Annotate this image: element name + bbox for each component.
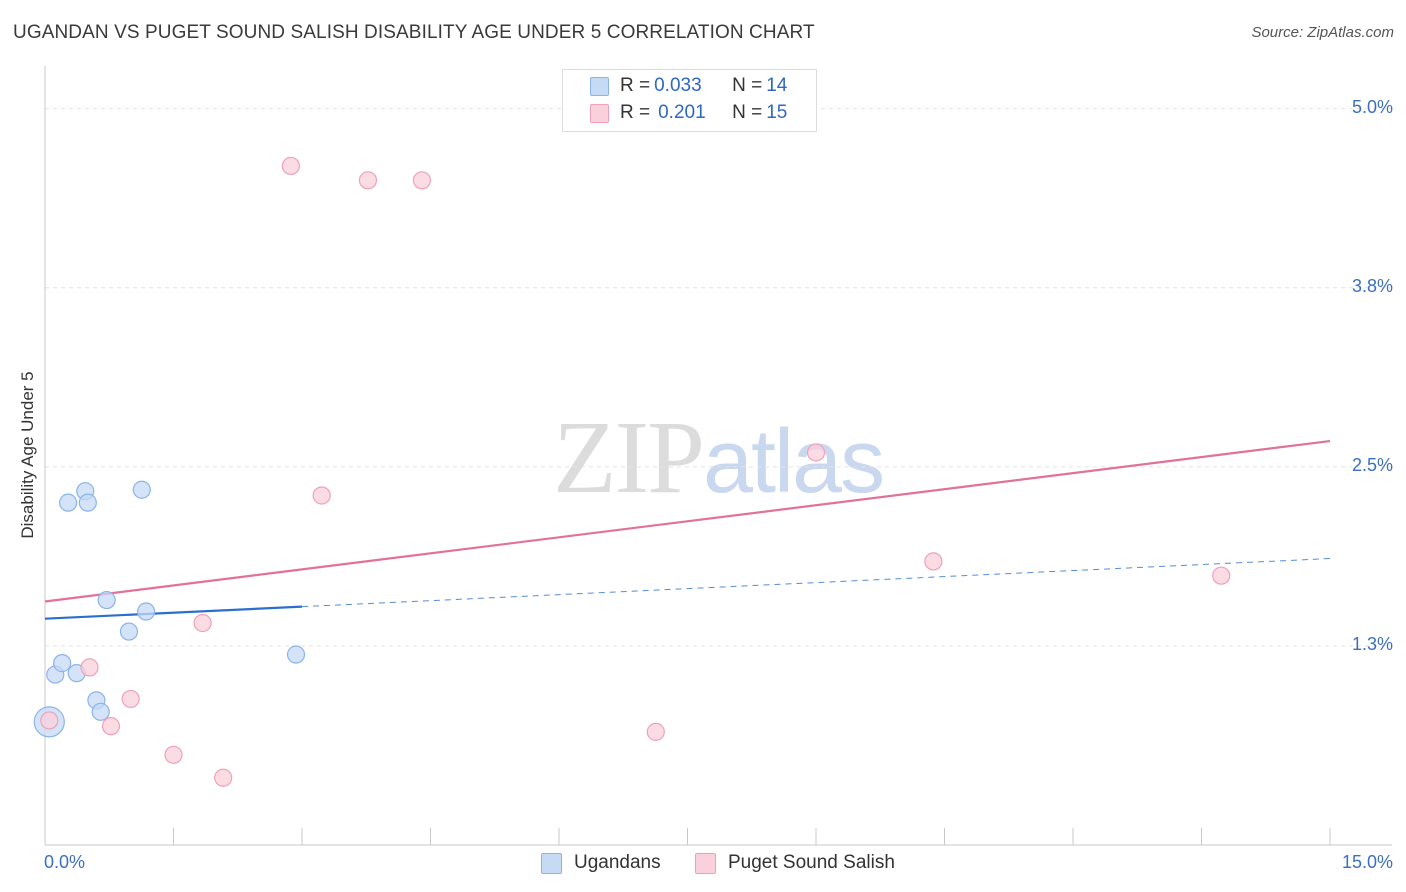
data-point-puget-sound-salish: [412, 171, 432, 190]
x-tick-label-min: 0.0%: [44, 852, 86, 872]
series-legend-label-ugandans: Ugandans: [574, 852, 661, 873]
correlation-legend: R = 0.033 N = 14 R = 0.201 N = 15: [562, 69, 817, 132]
data-point-ugandans: [136, 602, 156, 621]
data-point-puget-sound-salish: [121, 689, 140, 709]
trend-layer: [44, 439, 1331, 620]
data-point-ugandans: [119, 622, 139, 641]
legend-n-value: 15: [766, 102, 788, 123]
trend-line-ugandans: [44, 605, 303, 620]
y-tick-label: 3.8%: [1351, 275, 1393, 296]
legend-swatch-puget-sound-salish: [590, 104, 609, 123]
data-point-ugandans: [59, 493, 78, 512]
data-point-puget-sound-salish: [80, 658, 99, 677]
data-point-puget-sound-salish: [312, 486, 331, 505]
legend-n-label: N =: [732, 102, 763, 123]
grid-layer: [45, 108, 1392, 647]
series-legend-swatch-puget-sound-salish: [695, 852, 716, 874]
chart-title: UGANDAN VS PUGET SOUND SALISH DISABILITY…: [13, 22, 815, 43]
series-legend-label-puget-sound-salish: Puget Sound Salish: [728, 852, 895, 873]
legend-r-value: 0.201: [658, 102, 706, 123]
axis-layer: [44, 66, 1392, 846]
legend-swatch-ugandans: [590, 77, 609, 96]
data-point-ugandans: [97, 590, 116, 610]
legend-row-ugandans: R = 0.033 N = 14: [620, 74, 787, 98]
legend-row-puget-sound-salish: R = 0.201 N = 15: [620, 101, 787, 125]
y-tick-label: 5.0%: [1351, 96, 1393, 117]
trend-line-puget-sound-salish: [44, 439, 1331, 603]
data-point-puget-sound-salish: [924, 552, 943, 571]
data-point-puget-sound-salish: [40, 711, 59, 730]
data-point-puget-sound-salish: [101, 717, 121, 736]
legend-n-value: 14: [766, 75, 788, 96]
data-point-puget-sound-salish: [164, 745, 183, 764]
legend-n-label: N =: [732, 75, 763, 96]
data-point-puget-sound-salish: [1212, 566, 1231, 585]
data-point-puget-sound-salish: [281, 156, 300, 176]
data-point-ugandans: [132, 480, 151, 499]
series-legend-ugandans: Ugandans: [541, 852, 661, 874]
data-point-ugandans: [78, 493, 97, 512]
legend-r-value: 0.033: [654, 75, 702, 96]
y-tick-label: 1.3%: [1351, 633, 1393, 654]
point-layer: [33, 156, 1231, 787]
data-point-puget-sound-salish: [646, 722, 665, 741]
data-point-puget-sound-salish: [214, 768, 233, 787]
legend-r-label: R =: [620, 102, 651, 123]
data-point-ugandans: [286, 645, 306, 664]
chart-source: Source: ZipAtlas.com: [1251, 24, 1394, 41]
x-tick-label-max: 15.0%: [1341, 852, 1393, 872]
y-tick-label: 2.5%: [1351, 454, 1393, 475]
trend-line-ugandans-extension: [301, 558, 1331, 608]
data-point-ugandans: [53, 654, 72, 673]
data-point-ugandans: [91, 702, 110, 721]
legend-r-label: R =: [620, 75, 651, 96]
data-point-puget-sound-salish: [358, 171, 378, 190]
series-legend-swatch-ugandans: [541, 852, 562, 874]
series-legend-puget-sound-salish: Puget Sound Salish: [695, 852, 895, 874]
data-point-puget-sound-salish: [806, 443, 826, 462]
data-point-puget-sound-salish: [193, 613, 212, 633]
